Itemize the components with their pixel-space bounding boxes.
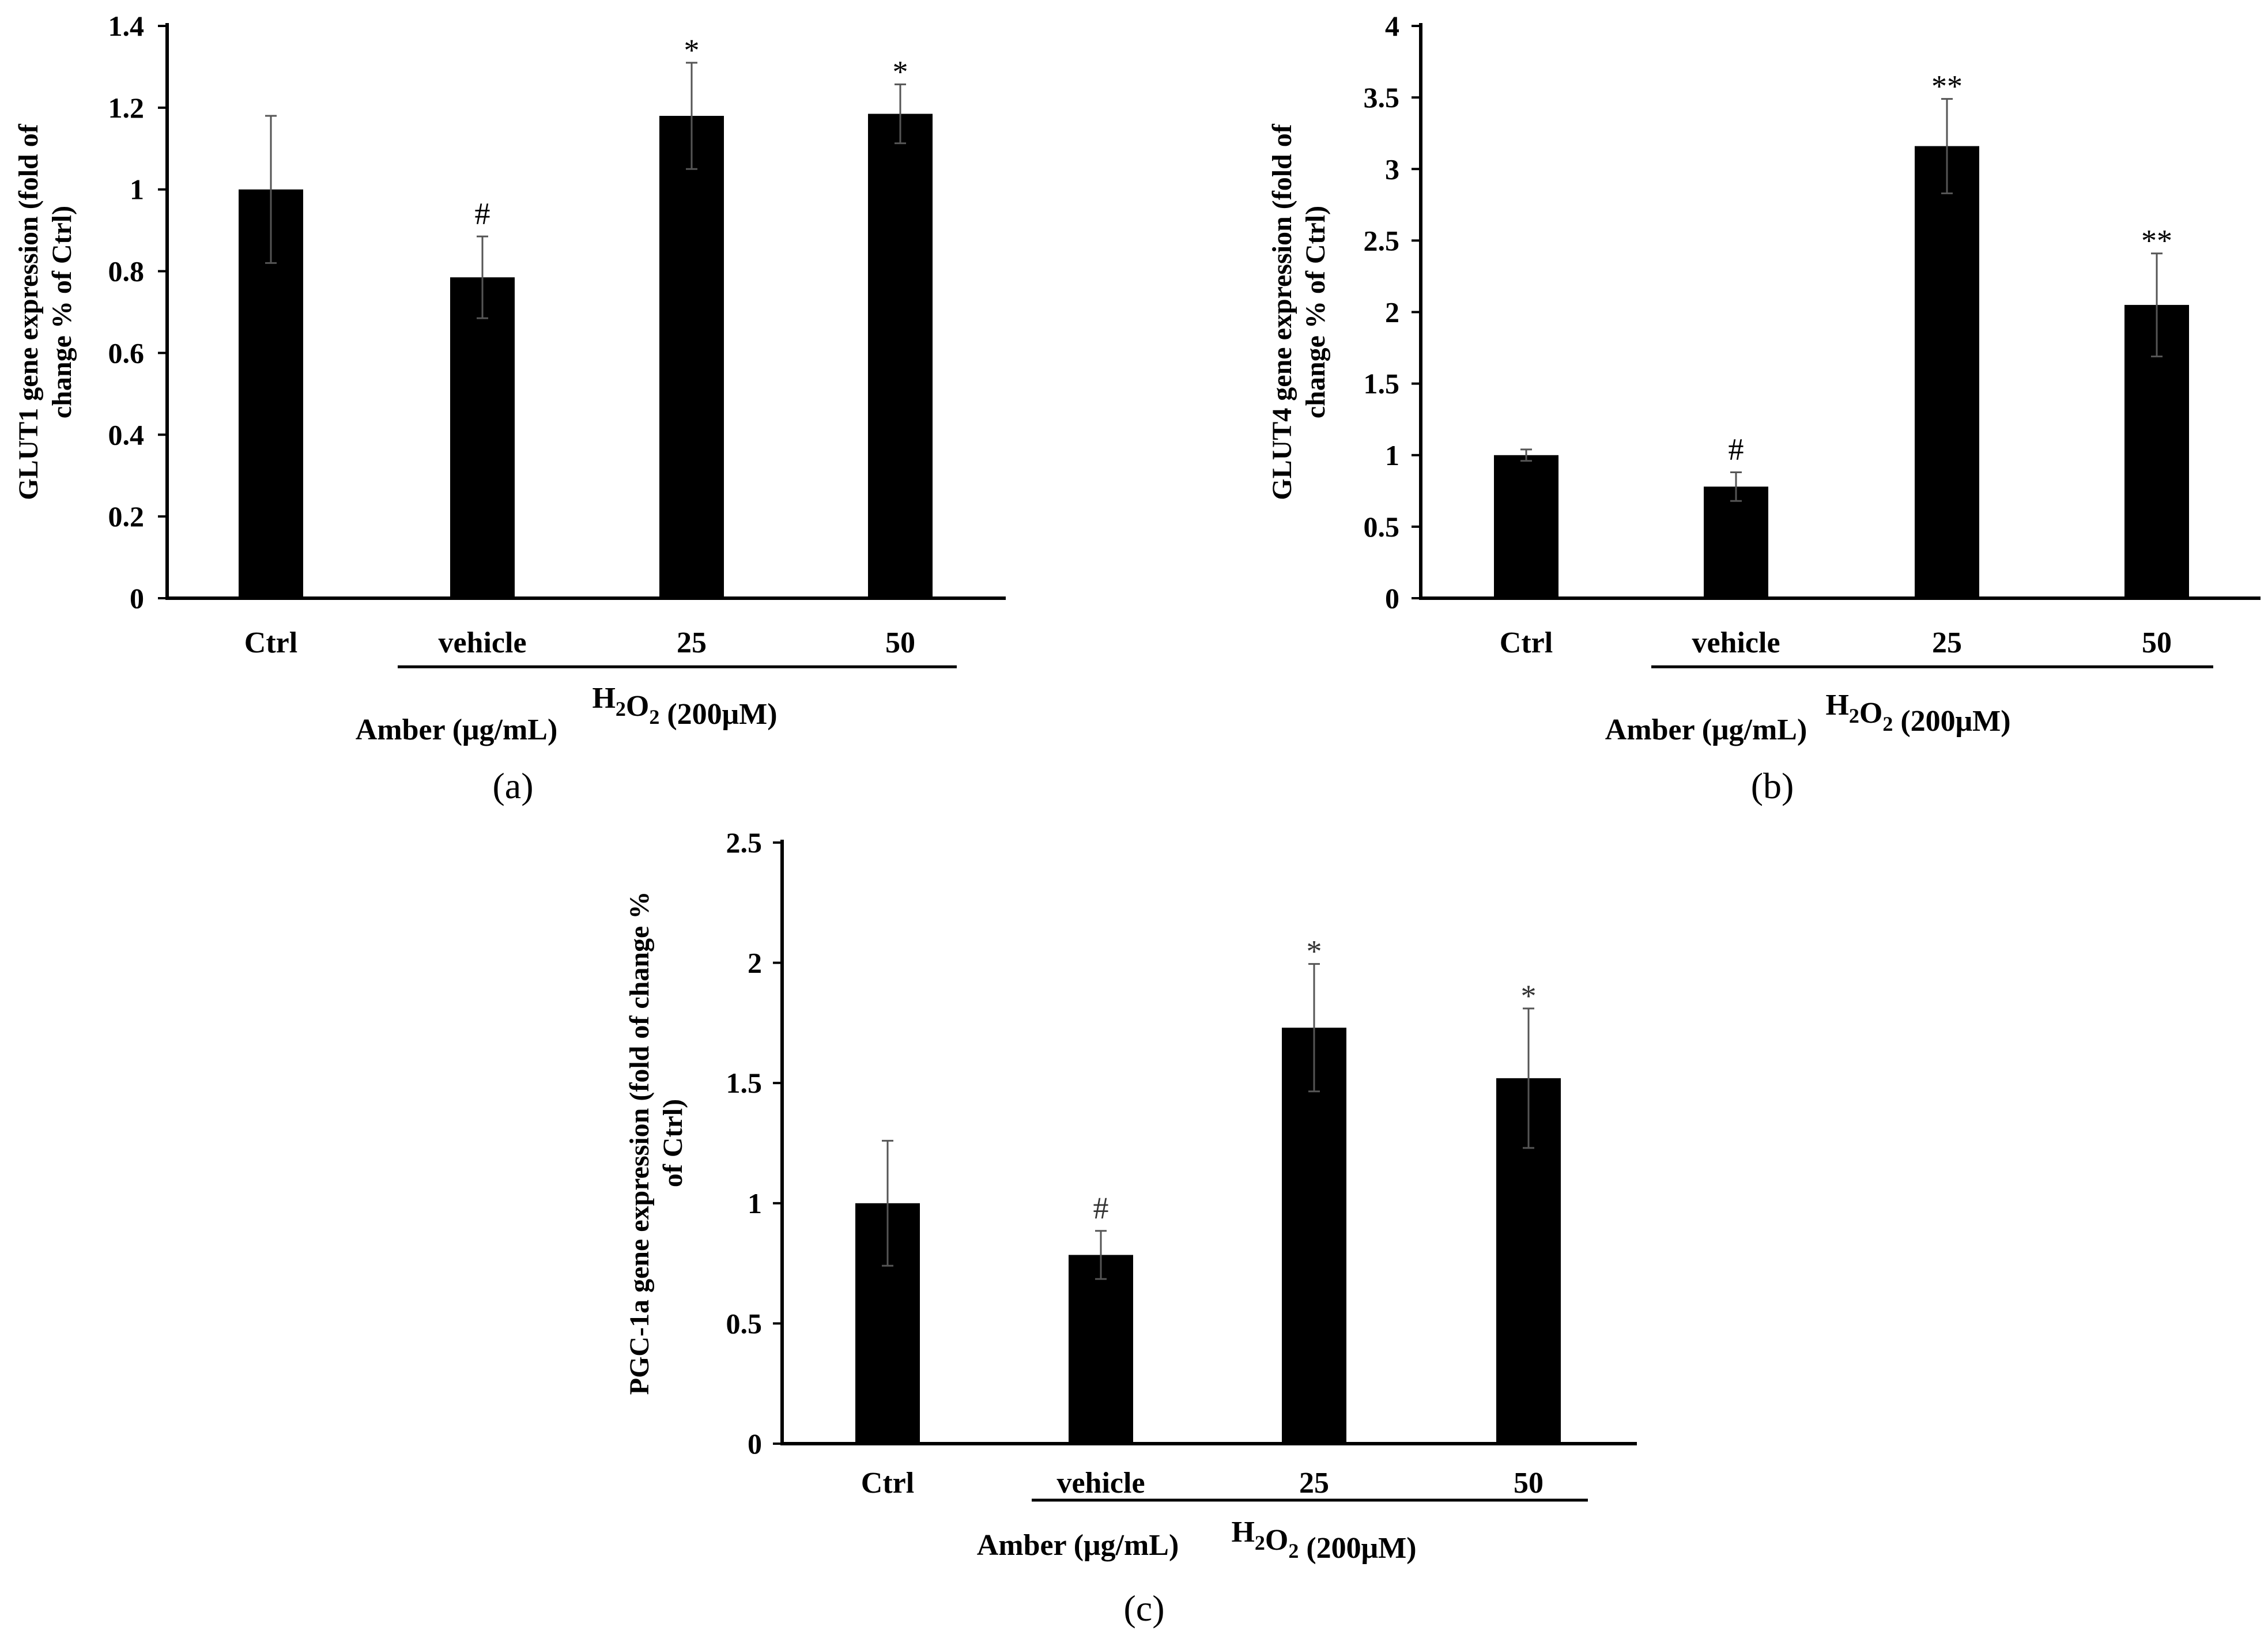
x-category-label: 50	[2142, 626, 2172, 659]
panel-label: (a)	[492, 765, 533, 806]
y-tick-label: 1	[1385, 439, 1399, 471]
group-label-amber: Amber (μg/mL)	[356, 713, 558, 746]
y-axis-label: GLUT4 gene expression (fold of change % o…	[1267, 123, 1331, 500]
y-tick-label: 4	[1385, 10, 1399, 42]
group-label-h2o2: H2O2 (200μM)	[1825, 689, 2010, 738]
h2o2-subscript: 2	[1849, 704, 1859, 727]
h2o2-text-part: O	[1265, 1524, 1288, 1557]
x-category-label: 25	[1299, 1467, 1329, 1500]
panel-label: (c)	[1123, 1588, 1164, 1629]
y-tick-label: 1.4	[108, 10, 145, 42]
y-tick-label: 0.2	[108, 500, 145, 533]
significance-marker: #	[1093, 1191, 1109, 1225]
bar-50	[868, 114, 933, 598]
y-tick-label: 0	[1385, 582, 1399, 614]
h2o2-subscript: 2	[1255, 1531, 1265, 1554]
h2o2-text-part: (200μM)	[1893, 705, 2010, 738]
h2o2-text-part: (200μM)	[659, 698, 777, 731]
y-axis-label-line: GLUT1 gene expression (fold of	[13, 123, 44, 500]
x-category-label: Ctrl	[244, 626, 297, 659]
y-tick-label: 1	[748, 1187, 762, 1219]
y-axis-label-line: GLUT4 gene expression (fold of	[1267, 123, 1297, 500]
h2o2-text-part: O	[1859, 697, 1882, 730]
y-axis-label-line: change % of Ctrl)	[47, 206, 77, 418]
bar-25	[1282, 1028, 1346, 1444]
y-tick-label: 2	[1385, 296, 1399, 328]
significance-marker: *	[684, 33, 700, 67]
x-category-label: 50	[1514, 1467, 1544, 1500]
h2o2-subscript: 2	[1882, 712, 1893, 735]
x-category-label: vehicle	[1692, 626, 1780, 659]
group-label-amber: Amber (μg/mL)	[977, 1529, 1179, 1562]
y-tick-label: 0.4	[108, 418, 145, 451]
bar-vehicle	[1069, 1255, 1133, 1444]
h2o2-text-part: H	[1231, 1516, 1254, 1549]
y-tick-label: 1.5	[726, 1067, 763, 1099]
h2o2-subscript: 2	[1288, 1539, 1299, 1562]
x-category-label: 25	[677, 626, 707, 659]
h2o2-text-part: H	[592, 682, 615, 715]
group-label-h2o2: H2O2 (200μM)	[592, 682, 777, 731]
significance-marker: **	[1931, 69, 1963, 104]
bar-vehicle	[450, 277, 515, 599]
significance-marker: #	[1729, 432, 1744, 467]
group-label-h2o2: H2O2 (200μM)	[1231, 1516, 1416, 1565]
bar-Ctrl	[1494, 455, 1558, 598]
h2o2-subscript: 2	[616, 697, 626, 720]
x-category-label: 25	[1932, 626, 1962, 659]
y-tick-label: 2.5	[1364, 224, 1400, 256]
y-tick-label: 1	[130, 173, 144, 206]
significance-marker: *	[1307, 934, 1322, 969]
y-tick-label: 0.8	[108, 255, 145, 288]
y-axis-label: GLUT1 gene expression (fold of change % o…	[13, 123, 77, 500]
x-category-label: Ctrl	[1500, 626, 1553, 659]
y-axis-label: PGC-1a gene expression (fold of change %…	[624, 892, 688, 1395]
x-category-label: 50	[885, 626, 915, 659]
y-tick-label: 2.5	[726, 826, 763, 859]
y-tick-label: 0.5	[1364, 511, 1400, 543]
y-tick-label: 0.6	[108, 337, 145, 369]
bar-vehicle	[1704, 486, 1768, 598]
y-axis-label-line: PGC-1a gene expression (fold of change %	[624, 892, 655, 1395]
y-tick-label: 0.5	[726, 1307, 763, 1339]
chart-panel-2: 0 0.5 1 1.5 2 2.5 3 3.5 4 GLUT4 gene expression (…	[1267, 10, 2261, 806]
y-tick-label: 2	[748, 947, 762, 979]
chart-panel-1: 0 0.2 0.4 0.6 0.8 1 1.2 1.4 GLUT1 gene expressio…	[13, 10, 1006, 806]
h2o2-text-part: (200μM)	[1299, 1532, 1416, 1565]
y-tick-label: 3.5	[1364, 81, 1400, 114]
y-tick-label: 1.2	[108, 92, 145, 124]
y-axis-label-line: of Ctrl)	[658, 1099, 688, 1187]
y-tick-label: 3	[1385, 153, 1399, 185]
x-category-label: vehicle	[438, 626, 526, 659]
significance-marker: *	[893, 54, 908, 89]
y-axis-label-line: change % of Ctrl)	[1300, 206, 1331, 418]
y-tick-label: 1.5	[1364, 368, 1400, 400]
h2o2-text-part: H	[1825, 689, 1848, 722]
y-tick-label: 0	[748, 1428, 762, 1460]
h2o2-text-part: O	[626, 690, 649, 723]
significance-marker: #	[475, 196, 490, 231]
group-label-amber: Amber (μg/mL)	[1605, 713, 1807, 746]
significance-marker: *	[1521, 979, 1537, 1013]
x-category-label: vehicle	[1056, 1467, 1145, 1500]
bar-25	[1915, 146, 1979, 598]
significance-marker: **	[2141, 224, 2172, 258]
chart-panel-3: 0 0.5 1 1.5 2 2.5 PGC-1a gene expression (fold…	[624, 826, 1637, 1629]
y-tick-label: 0	[130, 582, 144, 614]
h2o2-subscript: 2	[649, 705, 659, 728]
x-category-label: Ctrl	[861, 1467, 914, 1500]
bar-25	[659, 116, 724, 599]
panel-label: (b)	[1751, 765, 1794, 806]
